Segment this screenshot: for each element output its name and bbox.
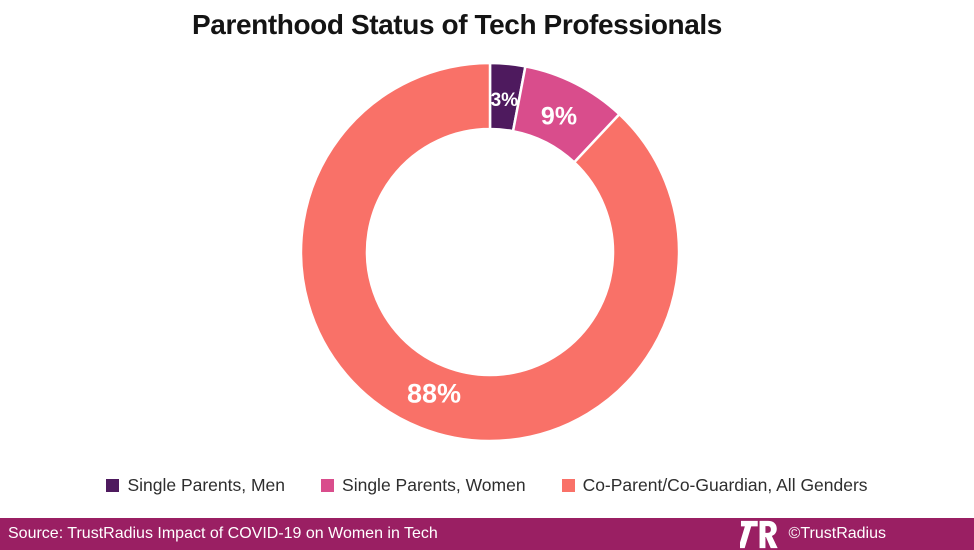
donut-segment-label-0: 3% <box>491 90 519 111</box>
donut-segment-label-2: 88% <box>407 378 461 408</box>
legend-swatch-single-parents-women <box>321 479 335 492</box>
donut-segment-label-1: 9% <box>541 103 577 131</box>
donut-segment-0 <box>488 61 527 133</box>
legend-label: Co-Parent/Co-Guardian, All Genders <box>582 475 868 495</box>
chart-legend: Single Parents, Men Single Parents, Wome… <box>0 475 974 496</box>
trustradius-logo <box>739 520 778 548</box>
legend-swatch-co-parent <box>561 479 575 492</box>
legend-label: Single Parents, Men <box>127 475 286 495</box>
legend-item-single-parents-men: Single Parents, Men <box>106 475 285 496</box>
footer-bar: Source: TrustRadius Impact of COVID-19 o… <box>0 518 974 550</box>
legend-swatch-single-parents-men <box>106 479 120 492</box>
legend-label: Single Parents, Women <box>342 475 526 495</box>
chart-title: Parenthood Status of Tech Professionals <box>192 9 722 40</box>
brand-block: ©TrustRadius <box>739 520 974 549</box>
source-text: Source: TrustRadius Impact of COVID-19 o… <box>8 525 438 542</box>
copyright-text: ©TrustRadius <box>788 525 886 542</box>
legend-item-co-parent: Co-Parent/Co-Guardian, All Genders <box>561 475 868 496</box>
donut-segment-1 <box>511 65 621 164</box>
legend-item-single-parents-women: Single Parents, Women <box>321 475 526 496</box>
donut-segment-2 <box>299 61 681 443</box>
